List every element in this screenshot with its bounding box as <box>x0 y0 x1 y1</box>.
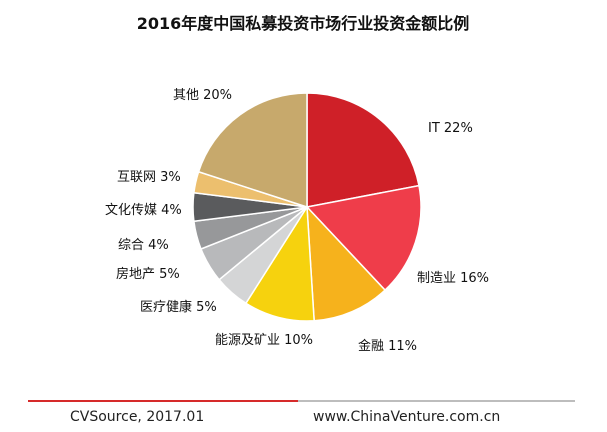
slice-label-7: 综合 4% <box>118 238 169 253</box>
slice-label-6: 房地产 5% <box>116 266 180 282</box>
chart-title: 2016年度中国私募投资市场行业投资金额比例 <box>137 14 470 33</box>
pie-slice-1 <box>306 92 420 208</box>
slice-label-3: 金融 11% <box>358 338 417 354</box>
pie-slices <box>192 92 422 322</box>
pie-slice-2 <box>305 184 422 292</box>
slice-label-1: IT 22% <box>428 121 473 136</box>
slice-label-8: 文化传媒 4% <box>105 203 182 218</box>
pie-slice-4 <box>244 204 315 322</box>
slice-label-9: 互联网 3% <box>117 170 181 185</box>
pie-slice-10 <box>197 92 308 209</box>
slice-labels: IT 22% 制造业 16% 金融 11% 能源及矿业 10% 医疗健康 5% 房地产 5… <box>105 88 489 354</box>
footer-website: www.ChinaVenture.com.cn <box>313 409 500 425</box>
slice-label-2: 制造业 16% <box>417 271 489 286</box>
pie-slice-3 <box>306 204 387 322</box>
slice-label-10: 其他 20% <box>173 88 232 103</box>
slice-label-5: 医疗健康 5% <box>140 299 217 315</box>
slice-label-4: 能源及矿业 10% <box>215 333 313 348</box>
footer: CVSource, 2017.01 www.ChinaVenture.com.c… <box>28 400 575 425</box>
footer-source: CVSource, 2017.01 <box>70 409 204 425</box>
